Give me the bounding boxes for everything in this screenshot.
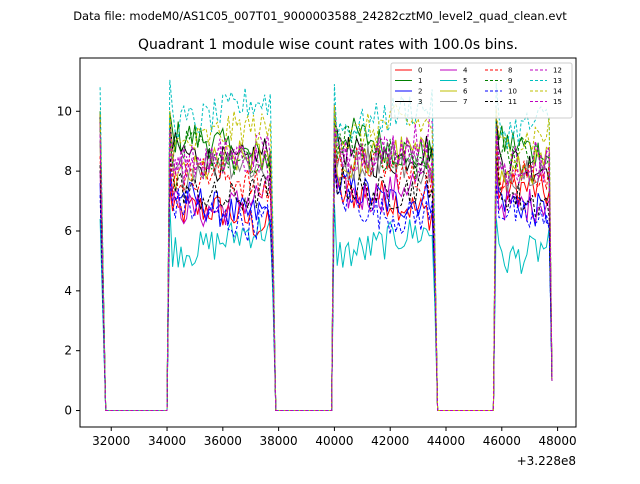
- legend-label-1: 1: [418, 77, 422, 85]
- y-tick-label: 6: [64, 224, 72, 238]
- x-tick-label: 44000: [427, 434, 465, 448]
- legend-box: [390, 62, 573, 119]
- series-line-12: [99, 103, 553, 411]
- y-axis: 0 2 4 6 8 10: [57, 104, 80, 418]
- plot-frame: [79, 57, 577, 428]
- legend-label-7: 7: [463, 98, 467, 106]
- legend-label-15: 15: [553, 98, 562, 106]
- x-axis: 32000 34000 36000 38000 40000 42000 44000 46000…: [92, 427, 577, 448]
- legend-label-12: 12: [553, 67, 562, 75]
- x-tick-label: 36000: [204, 434, 242, 448]
- x-axis-offset-label: +3.228e8: [517, 454, 576, 468]
- x-tick-label: 32000: [92, 434, 130, 448]
- x-tick-label: 42000: [371, 434, 409, 448]
- legend-label-3: 3: [418, 98, 422, 106]
- legend-label-14: 14: [553, 88, 562, 96]
- legend-label-10: 10: [508, 88, 517, 96]
- legend-label-4: 4: [463, 67, 468, 75]
- y-tick-label: 10: [57, 104, 72, 118]
- series-layer: [99, 79, 553, 411]
- legend-label-8: 8: [508, 67, 512, 75]
- y-tick-label: 8: [64, 164, 72, 178]
- legend-label-9: 9: [508, 77, 512, 85]
- legend-label-2: 2: [418, 88, 422, 96]
- x-tick-label: 46000: [483, 434, 521, 448]
- chart-title: Quadrant 1 module wise count rates with …: [138, 37, 518, 53]
- x-tick-label: 40000: [315, 434, 353, 448]
- legend-label-13: 13: [553, 77, 562, 85]
- figure-suptitle: Data file: modeM0/AS1C05_007T01_90000035…: [73, 9, 567, 23]
- legend-label-11: 11: [508, 98, 517, 106]
- y-tick-label: 4: [64, 284, 72, 298]
- x-tick-label: 48000: [538, 434, 576, 448]
- legend-label-6: 6: [463, 88, 468, 96]
- legend-label-0: 0: [418, 67, 422, 75]
- x-tick-label: 34000: [148, 434, 186, 448]
- x-tick-label: 38000: [260, 434, 298, 448]
- y-tick-label: 2: [64, 344, 72, 358]
- series-line-15: [99, 127, 553, 411]
- legend-label-5: 5: [463, 77, 467, 85]
- y-tick-label: 0: [64, 404, 72, 418]
